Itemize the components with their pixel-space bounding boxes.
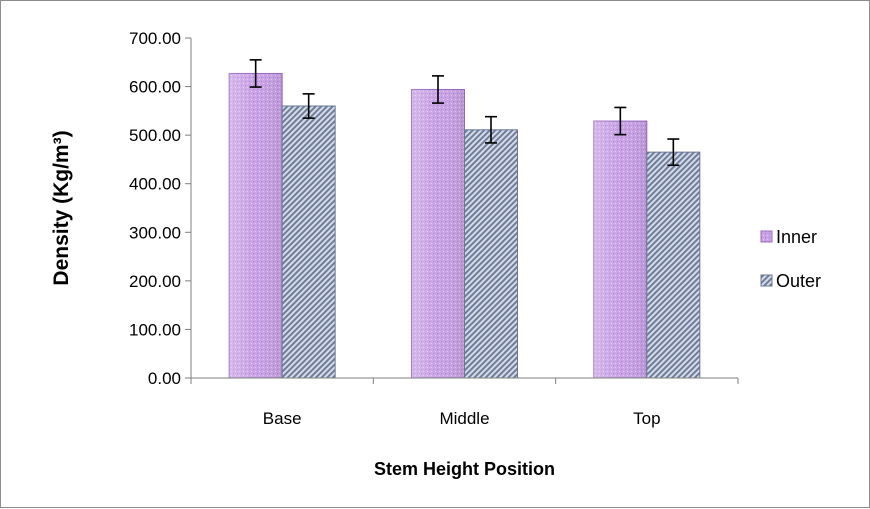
y-tick-label: 100.00 <box>129 320 181 339</box>
bar-shade-top <box>593 121 647 379</box>
bar-outer-middle <box>464 129 518 379</box>
error-bar-outer-top <box>667 138 680 167</box>
x-tick-label-top: Top <box>633 409 660 428</box>
x-tick-label-base: Base <box>263 409 302 428</box>
error-bar-inner-base <box>249 59 262 88</box>
error-bar-outer-middle <box>485 115 497 144</box>
y-tick-label: 400.00 <box>129 175 181 194</box>
y-tick-label: 700.00 <box>129 29 181 48</box>
error-bar-outer-base <box>302 93 315 119</box>
bar-outer-top <box>646 151 701 379</box>
x-axis-title: Stem Height Position <box>374 459 555 479</box>
y-tick-label: 500.00 <box>129 126 181 145</box>
bar-shade-base <box>229 73 283 378</box>
y-tick-label: 300.00 <box>129 223 181 242</box>
legend-item-outer: Outer <box>760 271 821 291</box>
bar-shade-middle <box>411 89 465 378</box>
legend-label-inner: Inner <box>776 227 817 247</box>
legend-label-outer: Outer <box>776 271 821 291</box>
legend-item-inner: Inner <box>760 227 817 247</box>
y-tick-label: 200.00 <box>129 272 181 291</box>
error-bar-inner-top <box>614 106 627 136</box>
y-tick-label: 0.00 <box>148 369 181 388</box>
bar-outer-base <box>281 105 336 379</box>
y-tick-label: 600.00 <box>129 78 181 97</box>
legend-swatch-inner <box>760 230 773 243</box>
error-bar-inner-middle <box>432 75 444 104</box>
y-axis-title: Density (Kg/m³) <box>50 130 73 285</box>
x-tick-label-middle: Middle <box>439 409 489 428</box>
legend-swatch-outer <box>760 274 773 287</box>
